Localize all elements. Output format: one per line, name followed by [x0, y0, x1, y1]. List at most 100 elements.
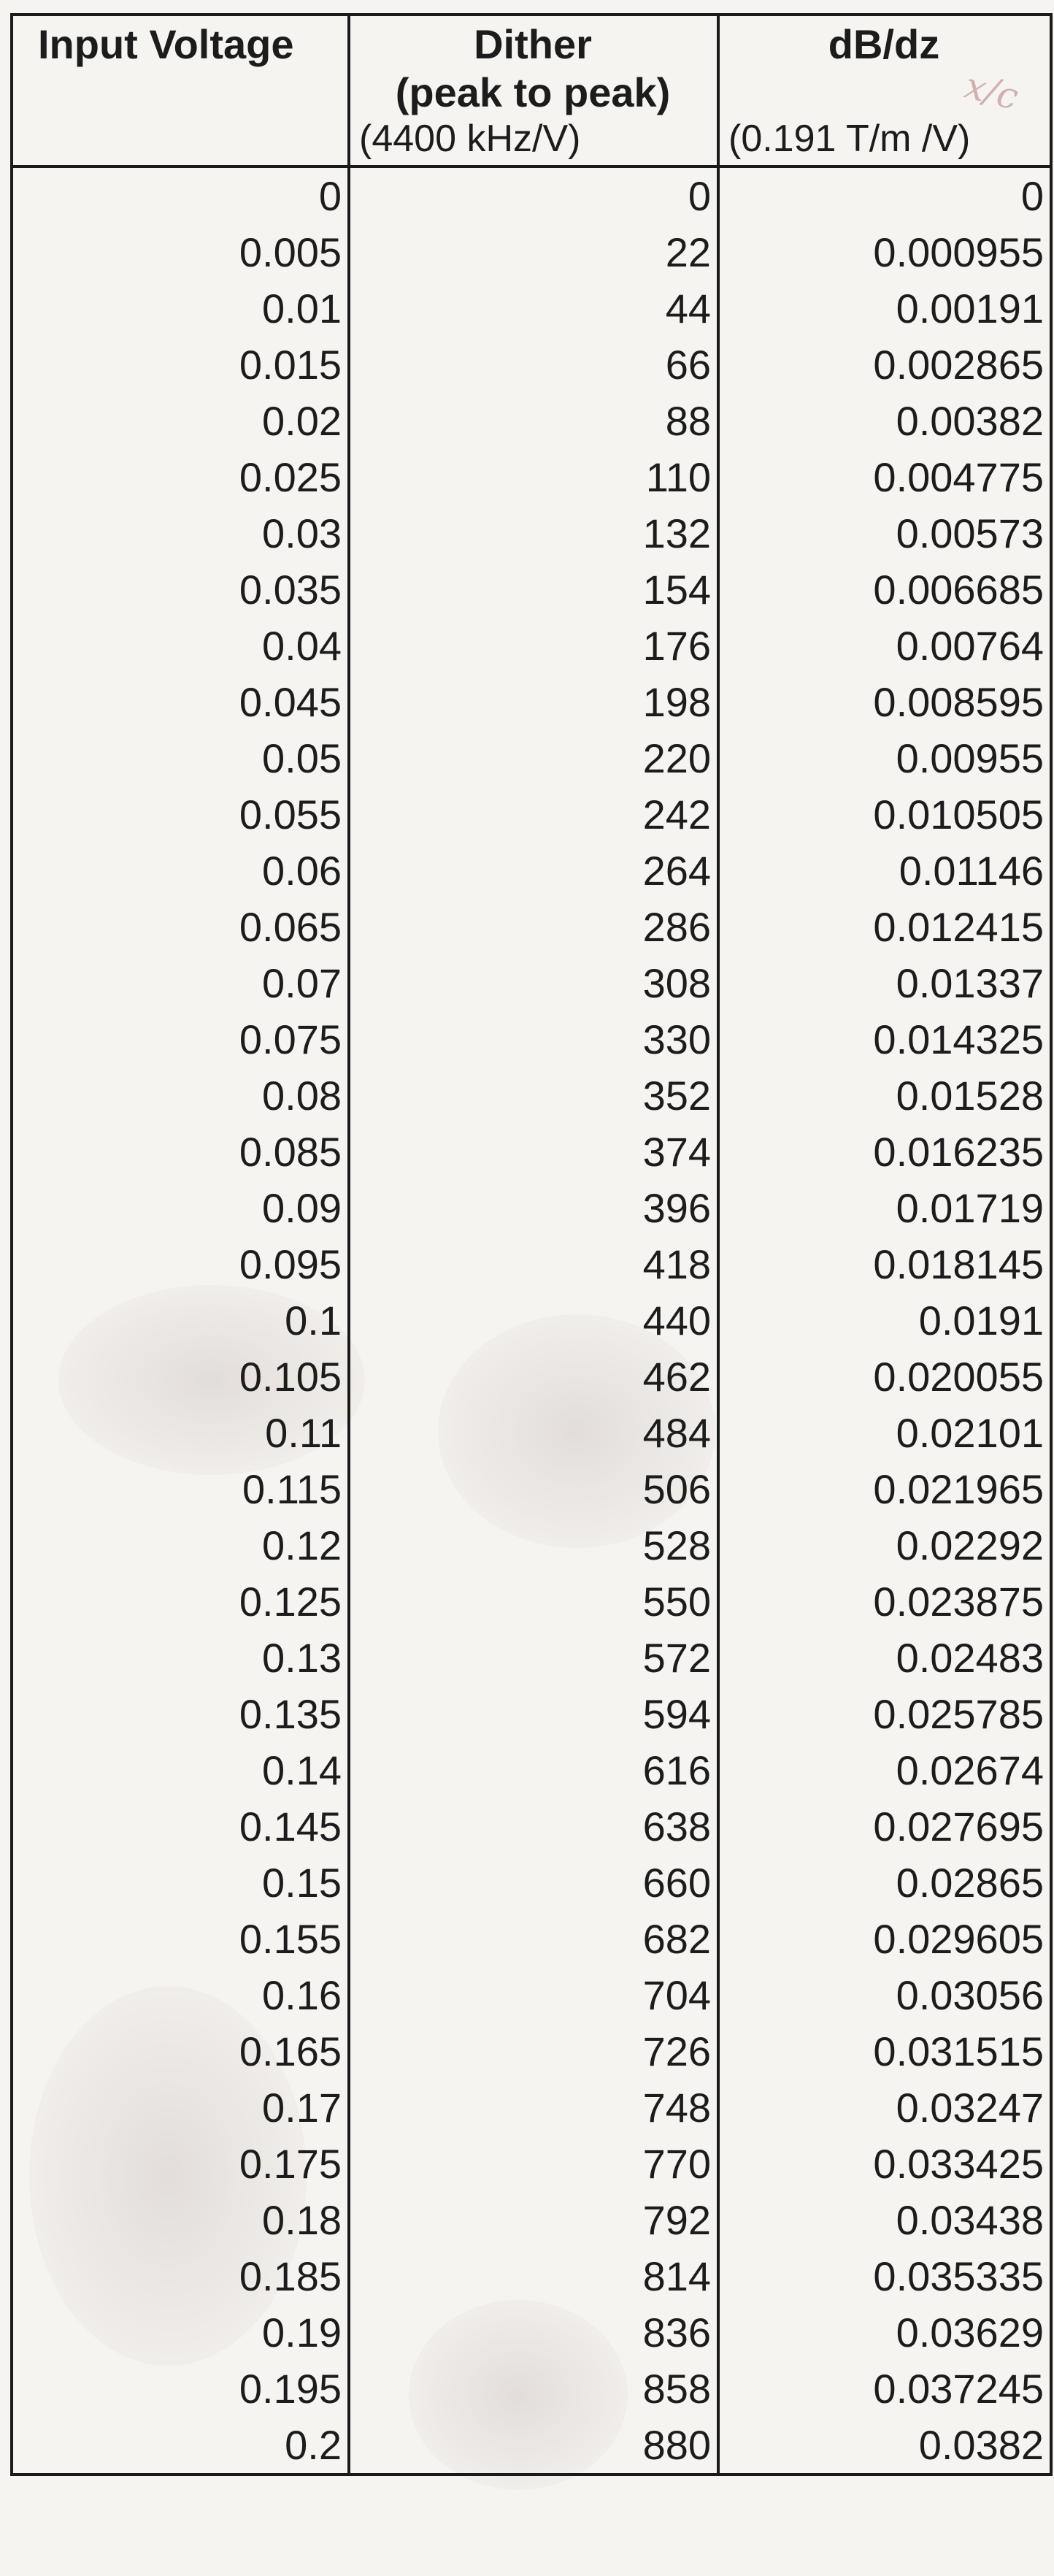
cell-db-dz: 0.012415	[717, 899, 1053, 955]
table-row: 0.075 330 0.014325	[10, 1011, 1053, 1067]
cell-input-voltage: 0.035	[10, 561, 350, 618]
table-row: 0.15 660 0.02865	[10, 1855, 1053, 1911]
table-row: 0.125 550 0.023875	[10, 1573, 1053, 1630]
cell-dither: 374	[347, 1124, 720, 1180]
table-row: 0.095 418 0.018145	[10, 1236, 1053, 1292]
table-row: 0.13 572 0.02483	[10, 1630, 1053, 1686]
cell-db-dz: 0.02865	[717, 1855, 1053, 1911]
cell-db-dz: 0.033425	[717, 2136, 1053, 2192]
table-row: 0.1 440 0.0191	[10, 1292, 1053, 1349]
cell-input-voltage: 0.04	[10, 618, 350, 674]
cell-db-dz: 0.000955	[717, 224, 1053, 280]
cell-dither: 748	[347, 2079, 720, 2136]
cell-db-dz: 0.03438	[717, 2192, 1053, 2248]
cell-dither: 176	[347, 618, 720, 674]
cell-dither: 484	[347, 1405, 720, 1461]
cell-db-dz: 0.006685	[717, 561, 1053, 618]
cell-dither: 110	[347, 449, 720, 505]
table-row: 0.19 836 0.03629	[10, 2304, 1053, 2361]
cell-dither: 286	[347, 899, 720, 955]
cell-dither: 792	[347, 2192, 720, 2248]
table-row: 0.025 110 0.004775	[10, 449, 1053, 505]
cell-db-dz: 0.014325	[717, 1011, 1053, 1067]
cell-db-dz: 0.002865	[717, 337, 1053, 393]
table-row: 0.165 726 0.031515	[10, 2023, 1053, 2079]
cell-input-voltage: 0.12	[10, 1517, 350, 1573]
cell-input-voltage: 0.14	[10, 1742, 350, 1798]
cell-db-dz: 0.02292	[717, 1517, 1053, 1573]
table-header: Input Voltage Dither dB/dz (peak to peak…	[10, 13, 1053, 168]
cell-input-voltage: 0.115	[10, 1461, 350, 1517]
cell-input-voltage: 0.19	[10, 2304, 350, 2361]
table-row: 0.06 264 0.01146	[10, 843, 1053, 899]
cell-input-voltage: 0.13	[10, 1630, 350, 1686]
cell-dither: 440	[347, 1292, 720, 1349]
cell-db-dz: 0.02101	[717, 1405, 1053, 1461]
table-row: 0.02 88 0.00382	[10, 393, 1053, 449]
cell-dither: 682	[347, 1911, 720, 1967]
cell-dither: 462	[347, 1349, 720, 1405]
cell-dither: 44	[347, 280, 720, 337]
cell-input-voltage: 0.195	[10, 2361, 350, 2417]
cell-db-dz: 0.01528	[717, 1067, 1053, 1124]
cell-dither: 550	[347, 1573, 720, 1630]
cell-dither: 154	[347, 561, 720, 618]
cell-dither: 814	[347, 2248, 720, 2304]
cell-dither: 704	[347, 1967, 720, 2023]
cell-dither: 396	[347, 1180, 720, 1236]
cell-dither: 880	[347, 2417, 720, 2476]
table-row: 0.05 220 0.00955	[10, 730, 1053, 786]
cell-db-dz: 0.020055	[717, 1349, 1053, 1405]
cell-input-voltage: 0.065	[10, 899, 350, 955]
cell-input-voltage: 0.03	[10, 505, 350, 561]
table-row: 0.065 286 0.012415	[10, 899, 1053, 955]
cell-db-dz: 0.00573	[717, 505, 1053, 561]
cell-input-voltage: 0.01	[10, 280, 350, 337]
cell-dither: 242	[347, 786, 720, 843]
table-row: 0.055 242 0.010505	[10, 786, 1053, 843]
cell-input-voltage: 0.045	[10, 674, 350, 730]
cell-input-voltage: 0.05	[10, 730, 350, 786]
cell-db-dz: 0	[717, 166, 1053, 224]
table-row: 0.11 484 0.02101	[10, 1405, 1053, 1461]
table-row: 0.07 308 0.01337	[10, 955, 1053, 1011]
table-row: 0.14 616 0.02674	[10, 1742, 1053, 1798]
cell-dither: 770	[347, 2136, 720, 2192]
cell-input-voltage: 0.105	[10, 1349, 350, 1405]
cell-db-dz: 0.02674	[717, 1742, 1053, 1798]
cell-input-voltage: 0.135	[10, 1686, 350, 1742]
table-row: 0.145 638 0.027695	[10, 1798, 1053, 1855]
table-row: 0.105 462 0.020055	[10, 1349, 1053, 1405]
header-db-dz: dB/dz	[717, 13, 1053, 69]
table-row: 0.115 506 0.021965	[10, 1461, 1053, 1517]
table-row: 0.12 528 0.02292	[10, 1517, 1053, 1573]
cell-dither: 572	[347, 1630, 720, 1686]
cell-input-voltage: 0.11	[10, 1405, 350, 1461]
table-body: 0 0 0 0.005 22 0.000955 0.01 44 0.00191 0.015 66 0.…	[10, 166, 1053, 2476]
cell-input-voltage: 0.085	[10, 1124, 350, 1180]
table-row: 0.01 44 0.00191	[10, 280, 1053, 337]
cell-db-dz: 0.004775	[717, 449, 1053, 505]
cell-db-dz: 0.03629	[717, 2304, 1053, 2361]
cell-input-voltage: 0.07	[10, 955, 350, 1011]
cell-db-dz: 0.0382	[717, 2417, 1053, 2476]
cell-input-voltage: 0.18	[10, 2192, 350, 2248]
cell-db-dz: 0.03247	[717, 2079, 1053, 2136]
table-row: 0.045 198 0.008595	[10, 674, 1053, 730]
cell-input-voltage: 0.16	[10, 1967, 350, 2023]
cell-dither: 528	[347, 1517, 720, 1573]
cell-db-dz: 0.029605	[717, 1911, 1053, 1967]
cell-dither: 594	[347, 1686, 720, 1742]
cell-input-voltage: 0.075	[10, 1011, 350, 1067]
header-db-dz-unit: (0.191 T/m /V)	[717, 117, 1053, 168]
cell-input-voltage: 0.1	[10, 1292, 350, 1349]
cell-dither: 836	[347, 2304, 720, 2361]
cell-dither: 308	[347, 955, 720, 1011]
cell-input-voltage: 0	[10, 166, 350, 224]
table-row: 0.155 682 0.029605	[10, 1911, 1053, 1967]
cell-db-dz: 0.025785	[717, 1686, 1053, 1742]
cell-dither: 352	[347, 1067, 720, 1124]
cell-dither: 264	[347, 843, 720, 899]
